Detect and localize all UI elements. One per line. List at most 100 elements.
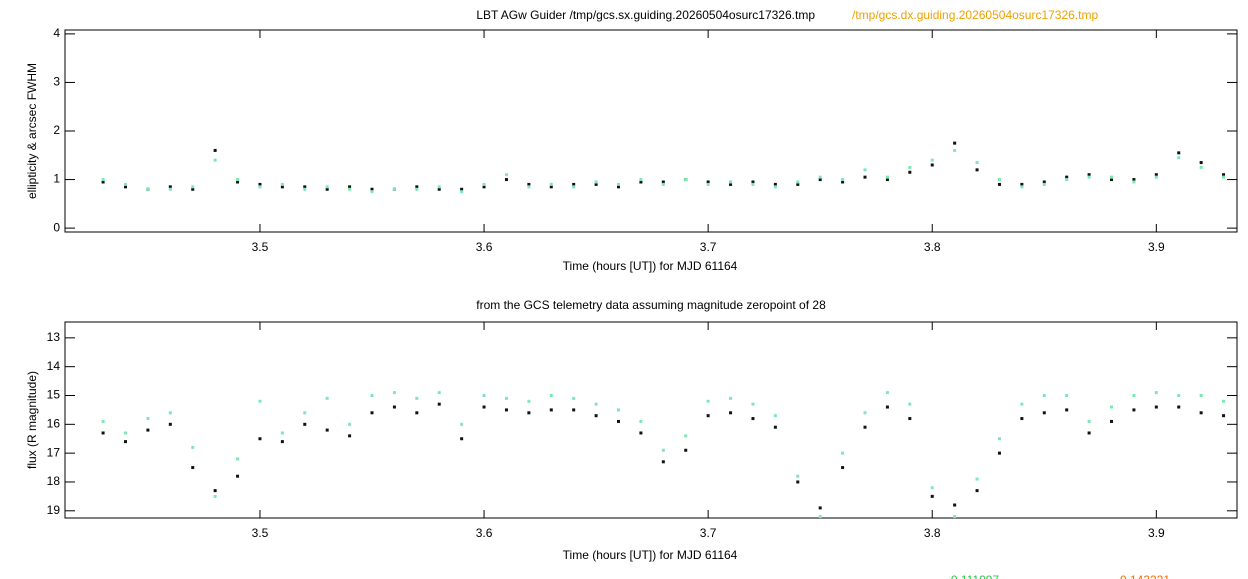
point: [415, 411, 419, 415]
point: [773, 182, 777, 186]
point: [236, 457, 240, 461]
point: [885, 178, 889, 182]
point: [1177, 156, 1181, 160]
point: [348, 187, 352, 191]
point: [953, 503, 957, 507]
point: [661, 448, 665, 452]
point: [930, 486, 934, 490]
point: [796, 182, 800, 186]
x-tick-label: 3.5: [252, 526, 269, 540]
point: [1020, 402, 1024, 406]
point: [661, 460, 665, 464]
point: [236, 474, 240, 478]
point: [908, 417, 912, 421]
y-tick-label: 19: [47, 503, 61, 517]
point: [818, 515, 822, 519]
point: [1087, 175, 1091, 179]
point: [953, 515, 957, 519]
point: [549, 408, 553, 412]
point: [527, 185, 531, 189]
point: [1065, 408, 1069, 412]
point: [975, 489, 979, 493]
point: [1065, 178, 1069, 182]
point: [684, 434, 688, 438]
y-tick-label: 2: [53, 123, 60, 137]
x-tick-label: 3.6: [476, 240, 493, 254]
point: [841, 466, 845, 470]
point: [101, 431, 105, 435]
point: [953, 141, 957, 145]
point: [818, 506, 822, 510]
point: [280, 182, 284, 186]
point: [303, 185, 307, 189]
point: [213, 494, 217, 498]
point: [101, 180, 105, 184]
point: [1177, 151, 1181, 155]
point: [1177, 405, 1181, 409]
point: [706, 182, 710, 186]
point: [370, 187, 374, 191]
point: [1110, 175, 1114, 179]
point: [1132, 180, 1136, 184]
point: [191, 185, 195, 189]
point: [1132, 394, 1136, 397]
point: [930, 494, 934, 498]
point: [818, 178, 822, 182]
x-axis-label: Time (hours [UT]) for MJD 61164: [563, 259, 738, 273]
point: [594, 414, 598, 418]
point: [482, 405, 486, 409]
point: [975, 168, 979, 172]
point: [370, 190, 374, 194]
point: [1020, 417, 1024, 421]
point: [594, 182, 598, 186]
point: [460, 190, 464, 194]
point: [549, 185, 553, 189]
point: [594, 180, 598, 184]
point: [1020, 182, 1024, 186]
point: [236, 180, 240, 184]
point: [460, 422, 464, 426]
x-tick-label: 3.9: [1148, 240, 1165, 254]
point: [303, 187, 307, 191]
point: [661, 180, 665, 184]
point: [460, 437, 464, 441]
point: [303, 411, 307, 415]
point: [572, 408, 576, 412]
point: [684, 178, 688, 182]
point: [1154, 175, 1158, 179]
point: [258, 437, 262, 441]
x-tick-label: 3.7: [700, 240, 717, 254]
point: [1154, 405, 1158, 409]
point: [908, 402, 912, 406]
point: [706, 414, 710, 418]
point: [437, 402, 441, 406]
point: [504, 178, 508, 182]
point: [146, 187, 150, 191]
point: [191, 466, 195, 470]
annotation: 0.111097: [951, 573, 1000, 579]
point: [617, 182, 621, 186]
point: [258, 182, 262, 186]
point: [280, 431, 284, 435]
point: [303, 422, 307, 426]
point: [1222, 175, 1226, 179]
point: [572, 182, 576, 186]
point: [639, 419, 643, 423]
y-tick-label: 1: [53, 172, 60, 186]
point: [437, 185, 441, 189]
plot-frame: [64, 321, 1238, 519]
point: [706, 399, 710, 403]
point: [325, 187, 329, 191]
plot-frame: [64, 29, 1238, 233]
point: [146, 428, 150, 432]
point: [1222, 173, 1226, 177]
point: [124, 440, 128, 444]
point: [527, 182, 531, 186]
point: [953, 148, 957, 152]
point: [1199, 411, 1203, 415]
point: [1110, 419, 1114, 423]
point: [863, 175, 867, 179]
point: [729, 180, 733, 184]
point: [415, 185, 419, 189]
